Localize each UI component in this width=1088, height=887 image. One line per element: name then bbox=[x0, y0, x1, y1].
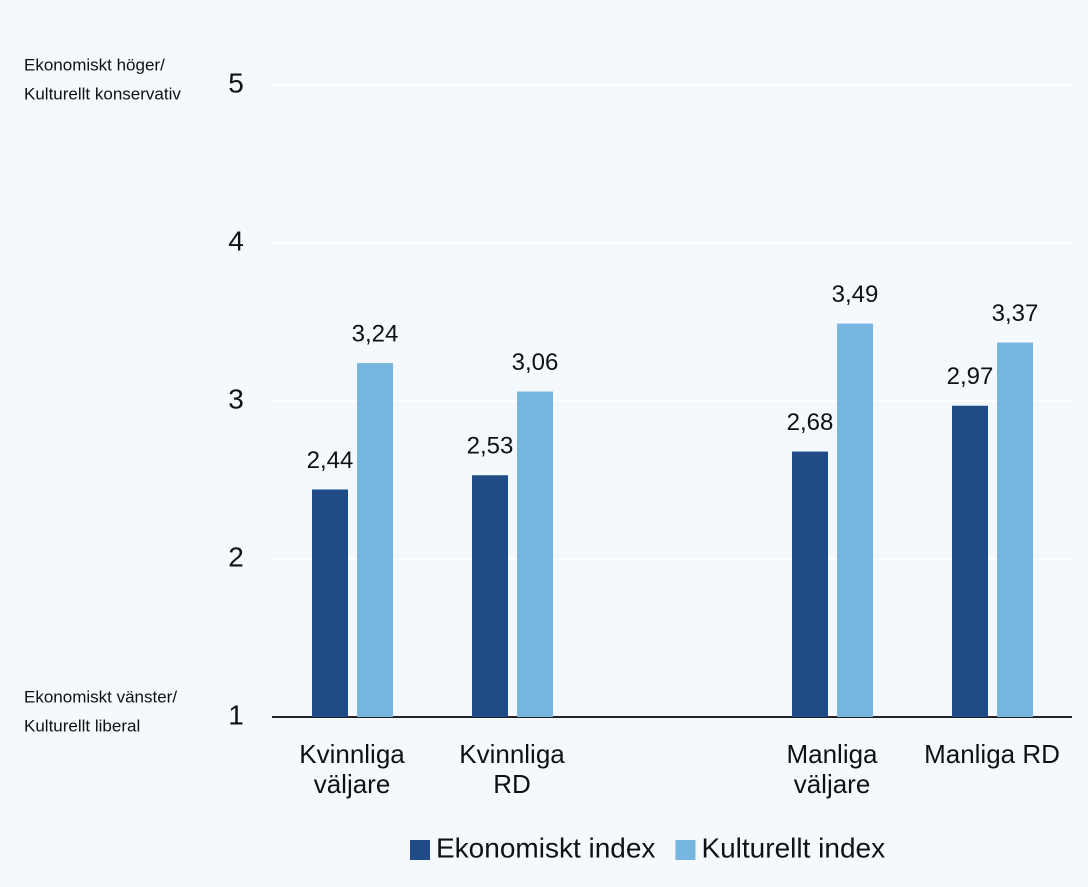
x-tick-label: Kvinnliga väljare bbox=[299, 739, 405, 799]
y-tick-label: 4 bbox=[228, 225, 244, 256]
bar bbox=[952, 405, 988, 717]
bar bbox=[792, 451, 828, 717]
x-tick-label: Kvinnliga RD bbox=[459, 739, 565, 799]
bar bbox=[997, 342, 1033, 717]
data-label: 3,37 bbox=[992, 300, 1039, 327]
legend-label: Kulturellt index bbox=[701, 832, 885, 863]
y-tick-label: 1 bbox=[228, 699, 244, 730]
y-tick-label: 5 bbox=[228, 67, 244, 98]
data-label: 3,24 bbox=[352, 320, 399, 347]
bar bbox=[312, 489, 348, 717]
bar bbox=[357, 363, 393, 717]
y-tick-label: 3 bbox=[228, 383, 244, 414]
axis-annotation: Kulturellt konservativ bbox=[24, 84, 181, 103]
data-label: 2,44 bbox=[307, 447, 354, 474]
x-tick-label: Manliga RD bbox=[924, 739, 1060, 769]
bar bbox=[517, 391, 553, 717]
legend-swatch bbox=[410, 840, 430, 860]
bar bbox=[472, 475, 508, 717]
axis-annotation: Ekonomiskt höger/ bbox=[24, 55, 165, 74]
data-label: 3,49 bbox=[832, 281, 879, 308]
data-label: 2,53 bbox=[467, 433, 514, 460]
bar bbox=[837, 323, 873, 717]
axis-annotation: Ekonomiskt vänster/ bbox=[24, 687, 177, 706]
legend-swatch bbox=[675, 840, 696, 860]
y-tick-label: 2 bbox=[228, 541, 244, 572]
data-label: 2,68 bbox=[787, 409, 834, 436]
x-tick-label: Manliga väljare bbox=[786, 739, 878, 799]
data-label: 2,97 bbox=[947, 363, 994, 390]
data-label: 3,06 bbox=[512, 349, 559, 376]
legend-label: Ekonomiskt index bbox=[436, 832, 655, 863]
axis-annotation: Kulturellt liberal bbox=[24, 716, 140, 735]
